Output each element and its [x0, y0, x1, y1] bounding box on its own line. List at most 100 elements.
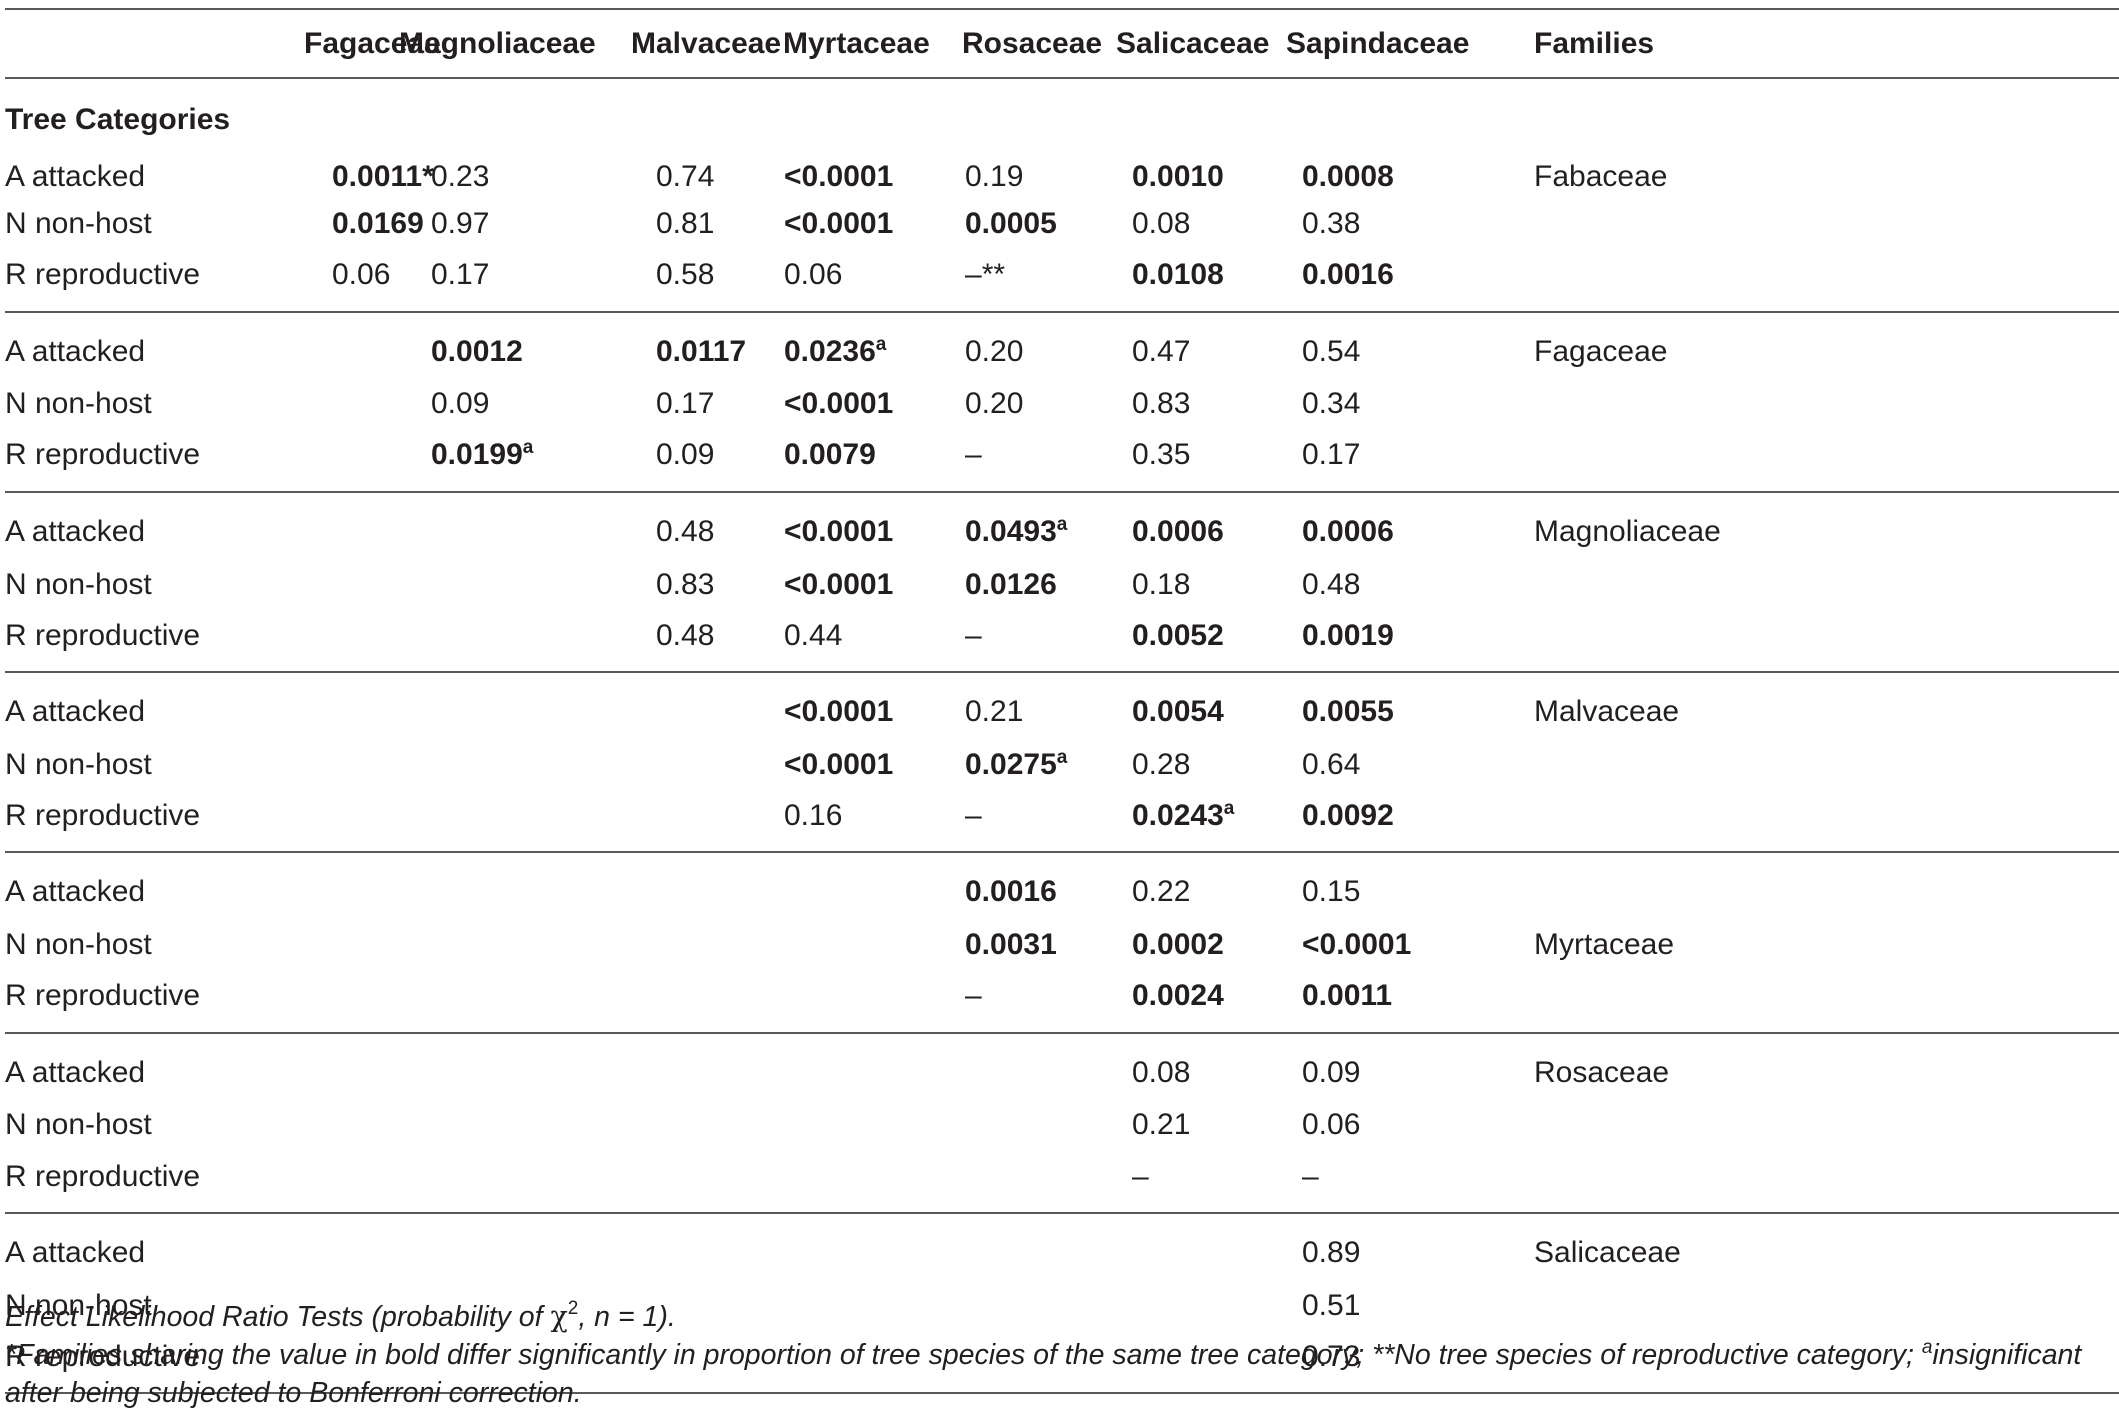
value-cell: [759, 921, 940, 968]
value-cell: 0.08: [1104, 200, 1280, 247]
table-footnotes: Effect Likelihood Ratio Tests (probabili…: [5, 1298, 2115, 1412]
value-cell: [240, 672, 377, 741]
value-cell: –: [940, 427, 1104, 493]
results-table: Fagaceae Magnoliaceae Malvaceae Myrtaceae Ro…: [5, 8, 2119, 1395]
value-cell: [940, 1102, 1104, 1149]
family-label: [1518, 741, 2119, 788]
p-value: 0.48: [656, 618, 715, 652]
value-cell: [240, 1149, 377, 1215]
p-value: –: [965, 979, 982, 1013]
value-cell: [598, 741, 759, 788]
table-row: A attacked 0.89 Salicaceae: [5, 1213, 2119, 1282]
value-cell: 0.0199a: [377, 427, 598, 493]
footnote-a-marker: a: [875, 333, 887, 355]
row-label: N non-host: [5, 387, 152, 421]
p-value: 0.0012: [431, 334, 523, 368]
value-cell: 0.0006: [1280, 492, 1518, 561]
p-value: 0.20: [965, 387, 1024, 421]
value-cell: 0.0002: [1104, 921, 1280, 968]
table-row: N non-host 0.0031 0.0002 <0.0001 Myrtaceae: [5, 921, 2119, 968]
p-value: <0.0001: [784, 387, 894, 421]
value-cell: 0.73: [1280, 1329, 1518, 1395]
value-cell: <0.0001: [759, 561, 940, 608]
family-label: Rosaceae: [1534, 1055, 1670, 1089]
value-cell: –: [940, 788, 1104, 854]
column-header-malvaceae: Malvaceae: [598, 8, 781, 79]
value-cell: [598, 1213, 759, 1282]
value-cell: 0.22: [1104, 852, 1280, 921]
value-cell: 0.21: [940, 672, 1104, 741]
footnote-significance-text: *Families sharing the value in bold diff…: [5, 1339, 1922, 1371]
table-row: N non-host 0.09 0.17 <0.0001 0.20 0.83 0.34: [5, 381, 2119, 428]
p-value: <0.0001: [784, 159, 894, 193]
footnote-test-text: Effect Likelihood Ratio Tests (probabili…: [5, 1301, 551, 1333]
value-cell: 0.83: [598, 561, 759, 608]
family-label: [1518, 427, 2119, 493]
p-value: 0.23: [431, 159, 490, 193]
table-row: A attacked 0.08 0.09 Rosaceae: [5, 1033, 2119, 1102]
table-row: R reproductive 0.48 0.44 – 0.0052 0.0019: [5, 608, 2119, 674]
value-cell: 0.0493a: [940, 492, 1104, 561]
family-label: Malvaceae: [1534, 695, 1680, 729]
value-cell: [1104, 1213, 1280, 1282]
value-cell: [940, 1033, 1104, 1102]
p-value: 0.89: [1302, 1236, 1361, 1270]
value-cell: [598, 788, 759, 854]
family-label: Fagaceae: [1534, 334, 1668, 368]
value-cell: 0.18: [1104, 561, 1280, 608]
p-value: 0.34: [1302, 387, 1361, 421]
footnote-test-suffix: , n = 1).: [578, 1301, 676, 1333]
value-cell: [377, 1213, 598, 1282]
p-value: 0.0005: [965, 206, 1057, 240]
p-value: 0.17: [1302, 438, 1361, 472]
p-value: 0.83: [1132, 387, 1191, 421]
value-cell: 0.48: [1280, 561, 1518, 608]
p-value: <0.0001: [784, 695, 894, 729]
value-cell: [240, 427, 377, 493]
row-label: A attacked: [5, 1055, 146, 1089]
family-label: Salicaceae: [1534, 1236, 1681, 1270]
value-cell: [598, 852, 759, 921]
table-row: R reproductive 0.73: [5, 1329, 2119, 1395]
value-cell: 0.09: [1280, 1033, 1518, 1102]
header-row-label: [5, 8, 240, 79]
value-cell: [598, 1329, 759, 1395]
p-value: 0.0092: [1302, 798, 1394, 832]
value-cell: [598, 1102, 759, 1149]
value-cell: [759, 968, 940, 1034]
value-cell: 0.20: [940, 312, 1104, 381]
row-label: R reproductive: [5, 247, 240, 313]
p-value: 0.09: [1302, 1055, 1361, 1089]
tree-categories-caption: Tree Categories: [5, 103, 231, 136]
column-header-magnoliaceae: Magnoliaceae: [377, 8, 598, 79]
value-cell: [240, 492, 377, 561]
row-label: R reproductive: [5, 968, 240, 1034]
value-cell: [759, 1033, 940, 1102]
value-cell: 0.0243a: [1104, 788, 1280, 854]
value-cell: [940, 1149, 1104, 1215]
table-row: A attacked 0.48 <0.0001 0.0493a 0.0006 0.0006…: [5, 492, 2119, 561]
value-cell: [240, 312, 377, 381]
p-value: 0.06: [784, 258, 843, 292]
p-value: 0.47: [1132, 334, 1191, 368]
value-cell: <0.0001: [759, 492, 940, 561]
value-cell: 0.48: [598, 492, 759, 561]
p-value: 0.0019: [1302, 618, 1394, 652]
p-value: <0.0001: [784, 567, 894, 601]
value-cell: 0.17: [377, 247, 598, 313]
table-row: A attacked 0.0016 0.22 0.15: [5, 852, 2119, 921]
row-label: A attacked: [5, 875, 146, 909]
p-value: 0.15: [1302, 875, 1361, 909]
value-cell: [377, 852, 598, 921]
p-value: 0.06: [1302, 1108, 1361, 1142]
value-cell: 0.23: [377, 153, 598, 200]
family-label: [1518, 968, 2119, 1034]
value-cell: 0.0008: [1280, 153, 1518, 200]
p-value: 0.0006: [1132, 514, 1224, 548]
value-cell: <0.0001: [759, 741, 940, 788]
value-cell: [240, 381, 377, 428]
p-value: –: [1132, 1159, 1149, 1193]
row-label: A attacked: [5, 334, 146, 368]
value-cell: <0.0001: [759, 381, 940, 428]
value-cell: 0.0169: [240, 200, 424, 247]
